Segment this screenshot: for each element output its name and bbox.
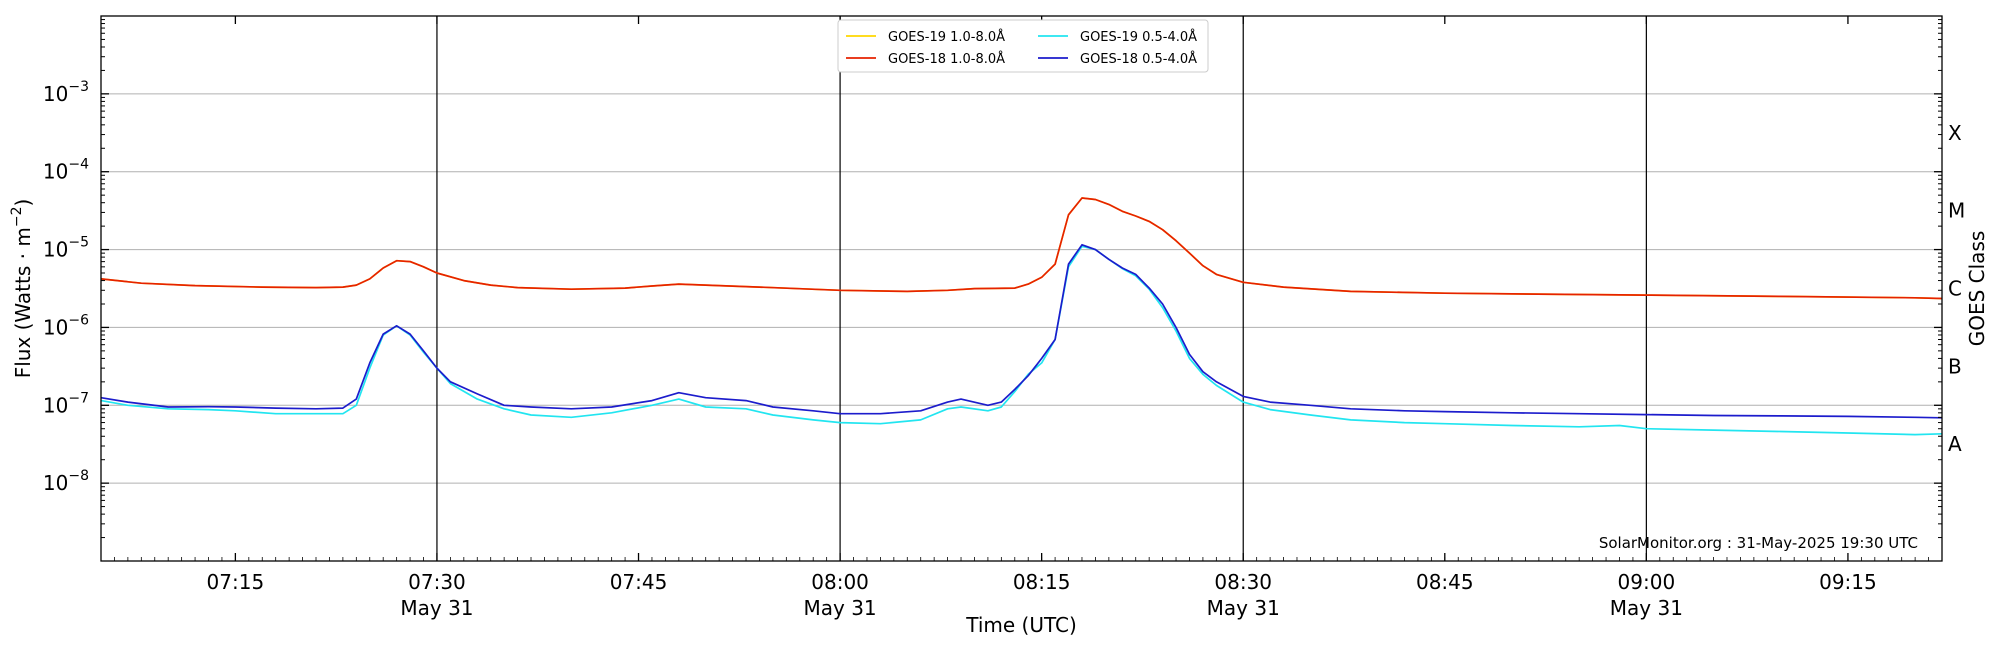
goes-class-label: X [1948,121,1962,145]
x-tick-label: 08:00 [811,570,869,594]
y-tick-exponent: −3 [68,79,89,95]
goes-class-label: B [1948,354,1962,378]
y-tick-label: 10−4 [43,157,89,184]
y-tick-label: 10−5 [43,235,89,262]
series-line-3 [100,243,1943,419]
y-tick-exponent: −6 [68,312,89,328]
y-tick-exponent: −7 [68,390,89,406]
goes-class-label: C [1948,277,1962,301]
x-tick-label: 09:15 [1819,570,1877,594]
y-tick-base: 10 [43,238,68,262]
y-tick-base: 10 [43,160,68,184]
legend-label: GOES-18 0.5-4.0Å [1080,51,1197,67]
gridlines [101,93,1942,484]
x-tick-label: 07:45 [610,570,668,594]
axis-ticks [101,16,1942,561]
legend-label: GOES-19 0.5-4.0Å [1080,29,1197,45]
x-tick-label: 07:30 [408,570,466,594]
y-tick-exponent: −4 [68,157,89,173]
series-line-0 [100,197,1943,300]
goes-class-axis-title: GOES Class [1965,231,1989,347]
y-tick-base: 10 [43,315,68,339]
y-tick-label: 10−6 [43,312,89,339]
x-axis-title: Time (UTC) [965,613,1077,637]
vertical-time-markers [436,16,1647,561]
x-tick-label: 08:15 [1013,570,1071,594]
x-tick-date-label: May 31 [804,596,877,620]
y-axis-title: Flux (Watts · m−2) [9,199,35,379]
legend-box [837,19,1209,73]
y-axis-title-main: Flux (Watts · m [11,227,35,378]
y-tick-base: 10 [43,471,68,495]
goes-class-label: M [1948,199,1965,223]
series-line-2 [100,245,1943,436]
x-tick-date-label: May 31 [400,596,473,620]
y-tick-base: 10 [43,393,68,417]
y-tick-base: 10 [43,82,68,106]
y-tick-exponent: −5 [68,235,89,251]
y-axis-title-exponent: −2 [9,207,25,228]
y-axis-title-close: ) [11,199,35,207]
x-tick-date-label: May 31 [1610,596,1683,620]
x-tick-label: 08:30 [1214,570,1272,594]
series-lines [100,197,1943,436]
x-tick-label: 09:00 [1618,570,1676,594]
legend: GOES-19 1.0-8.0Å GOES-19 0.5-4.0Å GOES-18 … [837,19,1209,73]
source-credit: SolarMonitor.org : 31-May-2025 19:30 UTC [1599,534,1918,552]
series-line-1 [100,197,1943,300]
plot-frame [100,15,1943,562]
legend-label: GOES-18 1.0-8.0Å [888,51,1005,67]
y-tick-label: 10−7 [43,390,89,417]
x-tick-date-label: May 31 [1207,596,1280,620]
y-tick-exponent: −8 [68,468,89,484]
y-tick-label: 10−3 [43,79,89,106]
goes-class-label: A [1948,432,1962,456]
legend-label: GOES-19 1.0-8.0Å [888,29,1005,45]
x-tick-label: 07:15 [207,570,265,594]
y-tick-label: 10−8 [43,468,89,495]
x-tick-label: 08:45 [1416,570,1474,594]
